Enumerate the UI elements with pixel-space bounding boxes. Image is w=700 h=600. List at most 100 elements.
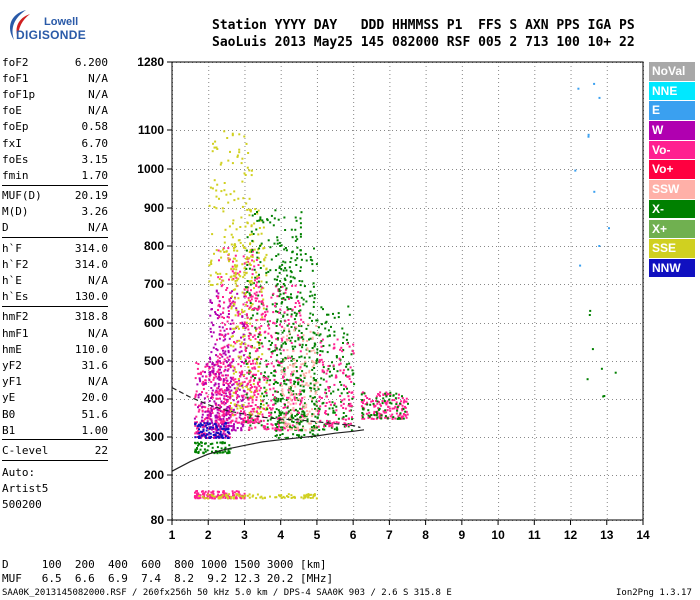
grid-dot [534, 126, 536, 127]
grid-dot [606, 426, 608, 427]
grid-dot [534, 146, 536, 147]
grid-dot [452, 323, 453, 324]
grid-dot [606, 470, 608, 471]
echo-point [256, 412, 259, 415]
grid-dot [480, 399, 481, 400]
grid-dot [208, 470, 210, 471]
grid-dot [500, 399, 501, 400]
echo-point [302, 380, 305, 383]
grid-dot [348, 437, 349, 438]
echo-point [245, 405, 248, 408]
grid-dot [488, 169, 489, 170]
echo-point [236, 411, 239, 414]
grid-dot [208, 394, 210, 395]
echo-point [276, 428, 278, 431]
echo-point [236, 386, 239, 389]
echo-point [305, 344, 308, 347]
echo-point [246, 280, 249, 282]
grid-dot [624, 169, 625, 170]
echo-point [263, 407, 266, 410]
grid-dot [208, 270, 210, 271]
echo-point [235, 371, 238, 373]
echo-point [282, 406, 285, 409]
grid-dot [280, 410, 282, 411]
echo-point [264, 376, 267, 379]
grid-dot [416, 208, 417, 209]
echo-point [222, 374, 225, 377]
grid-dot [498, 494, 500, 495]
grid-dot [498, 278, 500, 279]
echo-point [239, 343, 242, 346]
grid-dot [488, 284, 489, 285]
echo-point [217, 404, 220, 407]
grid-dot [564, 169, 565, 170]
echo-point [232, 379, 235, 382]
echo-point [249, 305, 252, 308]
grid-dot [498, 478, 500, 479]
grid-dot [348, 130, 349, 131]
echo-point [232, 277, 235, 280]
grid-dot [548, 130, 549, 131]
echo-point [205, 363, 208, 366]
echo-point [252, 362, 255, 365]
grid-dot [316, 284, 317, 285]
grid-dot [252, 475, 253, 476]
echo-point [233, 330, 235, 333]
grid-dot [534, 498, 536, 499]
grid-dot [353, 86, 355, 87]
grid-dot [552, 399, 553, 400]
echo-point [207, 410, 210, 413]
echo-point [218, 408, 221, 411]
echo-point [262, 298, 265, 301]
grid-dot [461, 370, 463, 371]
autoscaling-version: 500200 [2, 498, 42, 512]
echo-point [271, 303, 274, 306]
grid-dot [498, 490, 500, 491]
grid-dot [512, 437, 513, 438]
grid-dot [353, 338, 355, 339]
echo-point [294, 228, 297, 231]
grid-dot [204, 169, 205, 170]
param-row-ye: yE 20.0 [2, 390, 108, 406]
echo-point [246, 222, 249, 225]
echo-point [298, 343, 301, 346]
grid-dot [632, 399, 633, 400]
echo-point [257, 264, 260, 266]
echo-point [272, 403, 275, 406]
echo-point [243, 274, 246, 277]
grid-dot [364, 246, 365, 247]
grid-dot [460, 361, 461, 362]
echo-point [260, 358, 263, 360]
grid-dot [606, 322, 608, 323]
echo-point [291, 393, 293, 396]
grid-dot [264, 437, 265, 438]
grid-dot [408, 323, 409, 324]
echo-point [300, 380, 303, 383]
echo-point [273, 378, 276, 381]
grid-dot [353, 478, 355, 479]
grid-dot [440, 361, 441, 362]
grid-dot [498, 198, 500, 199]
grid-dot [498, 374, 500, 375]
grid-dot [236, 208, 237, 209]
grid-dot [544, 169, 545, 170]
echo-point [233, 387, 236, 390]
echo-point [260, 219, 262, 222]
grid-dot [624, 284, 625, 285]
echo-point [243, 262, 246, 265]
echo-point [256, 312, 259, 315]
echo-point [232, 369, 235, 372]
grid-dot [468, 130, 469, 131]
grid-dot [588, 130, 589, 131]
echo-point [296, 410, 299, 413]
grid-dot [352, 284, 353, 285]
grid-dot [534, 310, 536, 311]
grid-dot [500, 361, 501, 362]
grid-dot [389, 302, 391, 303]
grid-dot [592, 437, 593, 438]
echo-point [241, 315, 244, 318]
echo-point [246, 313, 248, 316]
grid-dot [498, 274, 500, 275]
echo-point [258, 273, 260, 276]
echo-point [282, 269, 285, 272]
